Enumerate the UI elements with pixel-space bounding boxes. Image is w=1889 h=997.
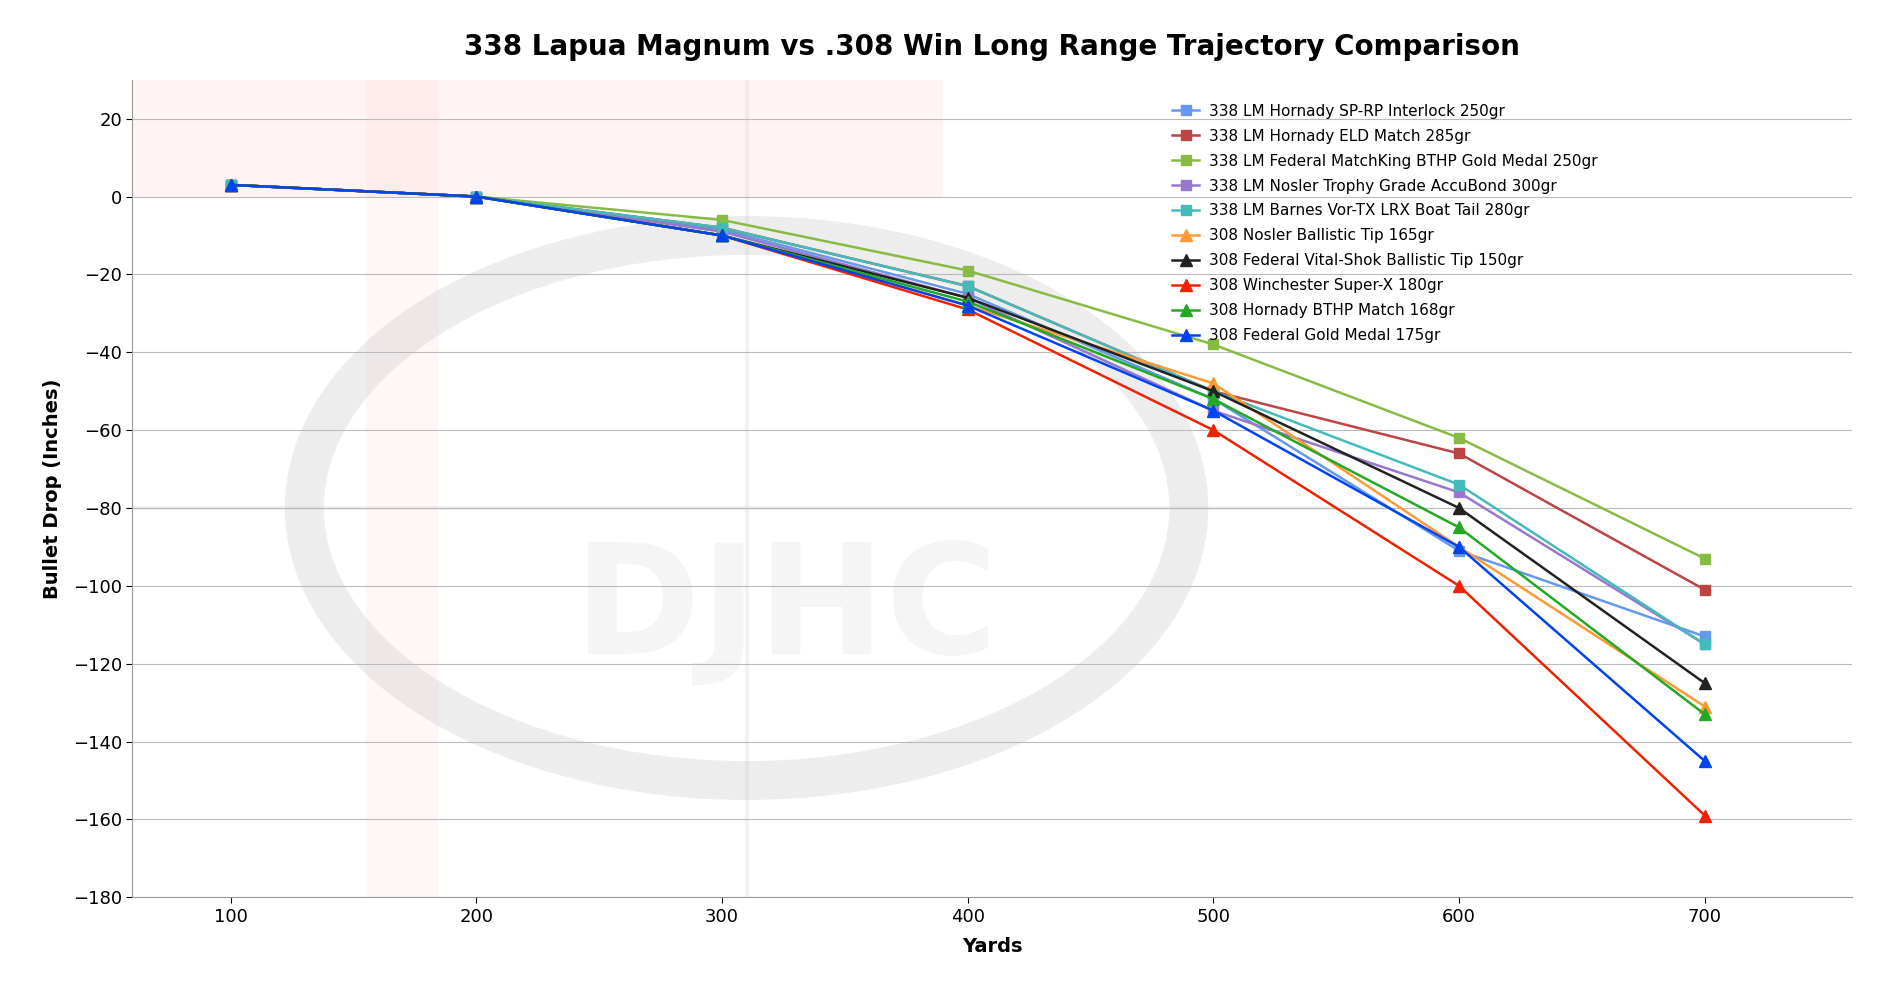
- Y-axis label: Bullet Drop (Inches): Bullet Drop (Inches): [42, 378, 62, 599]
- 308 Winchester Super-X 180gr: [1201, 424, 1224, 436]
- Line: 308 Winchester Super-X 180gr: 308 Winchester Super-X 180gr: [225, 179, 1710, 822]
- 338 LM Nosler Trophy Grade AccuBond 300gr: [1201, 405, 1224, 417]
- Line: 308 Federal Gold Medal 175gr: 308 Federal Gold Medal 175gr: [225, 179, 1710, 767]
- 308 Federal Vital-Shok Ballistic Tip 150gr: [956, 292, 979, 304]
- 338 LM Barnes Vor-TX LRX Boat Tail 280gr: [1201, 385, 1224, 397]
- 308 Hornady BTHP Match 168gr: [1693, 708, 1715, 720]
- 338 LM Hornady ELD Match 285gr: [1201, 385, 1224, 397]
- 308 Nosler Ballistic Tip 165gr: [956, 299, 979, 311]
- 308 Federal Vital-Shok Ballistic Tip 150gr: [465, 190, 487, 202]
- Title: 338 Lapua Magnum vs .308 Win Long Range Trajectory Comparison: 338 Lapua Magnum vs .308 Win Long Range …: [465, 33, 1519, 61]
- 338 LM Barnes Vor-TX LRX Boat Tail 280gr: [219, 178, 242, 190]
- 308 Nosler Ballistic Tip 165gr: [219, 178, 242, 190]
- 338 LM Nosler Trophy Grade AccuBond 300gr: [465, 190, 487, 202]
- 308 Federal Gold Medal 175gr: [1693, 755, 1715, 767]
- 308 Federal Gold Medal 175gr: [956, 299, 979, 311]
- 338 LM Nosler Trophy Grade AccuBond 300gr: [219, 178, 242, 190]
- 308 Federal Vital-Shok Ballistic Tip 150gr: [1693, 677, 1715, 689]
- 308 Federal Gold Medal 175gr: [1447, 541, 1470, 553]
- 338 LM Hornady ELD Match 285gr: [465, 190, 487, 202]
- 338 LM Hornady SP-RP Interlock 250gr: [1201, 393, 1224, 405]
- 338 LM Hornady ELD Match 285gr: [1447, 448, 1470, 460]
- X-axis label: Yards: Yards: [962, 937, 1022, 956]
- 308 Nosler Ballistic Tip 165gr: [1447, 541, 1470, 553]
- 338 LM Barnes Vor-TX LRX Boat Tail 280gr: [956, 280, 979, 292]
- 308 Nosler Ballistic Tip 165gr: [1201, 378, 1224, 390]
- 308 Nosler Ballistic Tip 165gr: [465, 190, 487, 202]
- Text: DJHC: DJHC: [574, 536, 997, 686]
- 308 Hornady BTHP Match 168gr: [1201, 393, 1224, 405]
- 338 LM Nosler Trophy Grade AccuBond 300gr: [710, 225, 733, 237]
- 338 LM Federal MatchKing BTHP Gold Medal 250gr: [1201, 339, 1224, 351]
- 308 Winchester Super-X 180gr: [1447, 580, 1470, 592]
- Line: 338 LM Hornady ELD Match 285gr: 338 LM Hornady ELD Match 285gr: [225, 180, 1710, 594]
- 308 Federal Gold Medal 175gr: [710, 229, 733, 241]
- 338 LM Hornady SP-RP Interlock 250gr: [219, 178, 242, 190]
- 308 Hornady BTHP Match 168gr: [956, 296, 979, 308]
- 308 Federal Gold Medal 175gr: [465, 190, 487, 202]
- 338 LM Federal MatchKing BTHP Gold Medal 250gr: [219, 178, 242, 190]
- 338 LM Barnes Vor-TX LRX Boat Tail 280gr: [1693, 638, 1715, 650]
- 338 LM Nosler Trophy Grade AccuBond 300gr: [1693, 638, 1715, 650]
- 338 LM Hornady SP-RP Interlock 250gr: [956, 288, 979, 300]
- Bar: [366, 80, 438, 897]
- 308 Winchester Super-X 180gr: [956, 303, 979, 315]
- 338 LM Federal MatchKing BTHP Gold Medal 250gr: [465, 190, 487, 202]
- 338 LM Federal MatchKing BTHP Gold Medal 250gr: [1447, 432, 1470, 444]
- 308 Federal Vital-Shok Ballistic Tip 150gr: [1447, 502, 1470, 514]
- 308 Federal Gold Medal 175gr: [219, 178, 242, 190]
- 308 Nosler Ballistic Tip 165gr: [710, 229, 733, 241]
- 308 Federal Vital-Shok Ballistic Tip 150gr: [710, 229, 733, 241]
- 338 LM Barnes Vor-TX LRX Boat Tail 280gr: [465, 190, 487, 202]
- 338 LM Hornady SP-RP Interlock 250gr: [1447, 544, 1470, 556]
- 338 LM Barnes Vor-TX LRX Boat Tail 280gr: [710, 221, 733, 233]
- 308 Federal Gold Medal 175gr: [1201, 405, 1224, 417]
- 308 Winchester Super-X 180gr: [219, 178, 242, 190]
- 338 LM Nosler Trophy Grade AccuBond 300gr: [956, 292, 979, 304]
- Bar: [132, 80, 943, 196]
- 338 LM Hornady SP-RP Interlock 250gr: [465, 190, 487, 202]
- 338 LM Hornady SP-RP Interlock 250gr: [710, 223, 733, 235]
- 308 Hornady BTHP Match 168gr: [465, 190, 487, 202]
- 338 LM Hornady SP-RP Interlock 250gr: [1693, 630, 1715, 642]
- 308 Hornady BTHP Match 168gr: [710, 229, 733, 241]
- 308 Federal Vital-Shok Ballistic Tip 150gr: [219, 178, 242, 190]
- 338 LM Federal MatchKing BTHP Gold Medal 250gr: [956, 264, 979, 276]
- Legend: 338 LM Hornady SP-RP Interlock 250gr, 338 LM Hornady ELD Match 285gr, 338 LM Fed: 338 LM Hornady SP-RP Interlock 250gr, 33…: [1171, 104, 1596, 343]
- 338 LM Federal MatchKing BTHP Gold Medal 250gr: [710, 214, 733, 226]
- 338 LM Hornady ELD Match 285gr: [1693, 584, 1715, 596]
- 308 Nosler Ballistic Tip 165gr: [1693, 701, 1715, 713]
- 338 LM Federal MatchKing BTHP Gold Medal 250gr: [1693, 552, 1715, 564]
- Line: 308 Nosler Ballistic Tip 165gr: 308 Nosler Ballistic Tip 165gr: [225, 179, 1710, 712]
- 308 Federal Vital-Shok Ballistic Tip 150gr: [1201, 385, 1224, 397]
- Line: 338 LM Nosler Trophy Grade AccuBond 300gr: 338 LM Nosler Trophy Grade AccuBond 300g…: [225, 180, 1710, 649]
- 308 Hornady BTHP Match 168gr: [1447, 521, 1470, 533]
- 308 Winchester Super-X 180gr: [710, 229, 733, 241]
- 338 LM Hornady ELD Match 285gr: [710, 221, 733, 233]
- Line: 338 LM Hornady SP-RP Interlock 250gr: 338 LM Hornady SP-RP Interlock 250gr: [225, 180, 1710, 641]
- 338 LM Barnes Vor-TX LRX Boat Tail 280gr: [1447, 479, 1470, 491]
- Line: 308 Hornady BTHP Match 168gr: 308 Hornady BTHP Match 168gr: [225, 179, 1710, 720]
- Line: 338 LM Federal MatchKing BTHP Gold Medal 250gr: 338 LM Federal MatchKing BTHP Gold Medal…: [225, 180, 1710, 563]
- Line: 338 LM Barnes Vor-TX LRX Boat Tail 280gr: 338 LM Barnes Vor-TX LRX Boat Tail 280gr: [225, 180, 1710, 649]
- 338 LM Hornady ELD Match 285gr: [219, 178, 242, 190]
- Line: 308 Federal Vital-Shok Ballistic Tip 150gr: 308 Federal Vital-Shok Ballistic Tip 150…: [225, 179, 1710, 689]
- 308 Winchester Super-X 180gr: [1693, 810, 1715, 822]
- 308 Winchester Super-X 180gr: [465, 190, 487, 202]
- 338 LM Hornady ELD Match 285gr: [956, 280, 979, 292]
- 338 LM Nosler Trophy Grade AccuBond 300gr: [1447, 487, 1470, 498]
- 308 Hornady BTHP Match 168gr: [219, 178, 242, 190]
